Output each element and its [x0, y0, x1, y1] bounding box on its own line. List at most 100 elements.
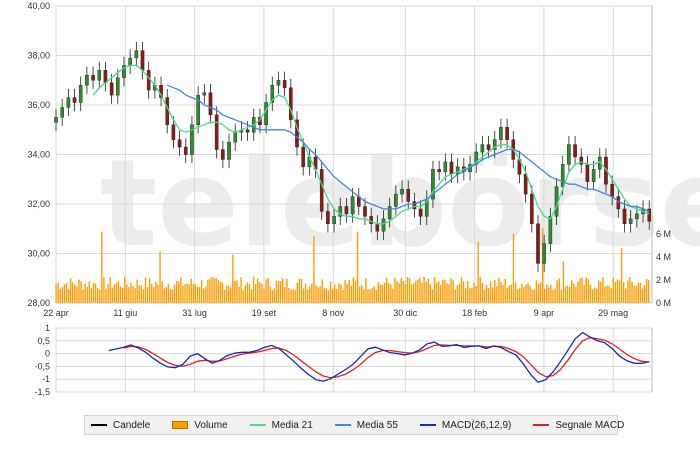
volume-bar [336, 288, 338, 303]
volume-bar [558, 278, 560, 303]
candle-body [109, 82, 114, 96]
volume-bar [217, 280, 219, 303]
volume-bar [200, 280, 203, 303]
volume-bar [367, 289, 369, 303]
volume-bar [410, 284, 413, 303]
volume-bar [338, 283, 340, 303]
legend-item-candles[interactable]: Candele [91, 420, 150, 431]
volume-bar [221, 282, 224, 303]
volume-bar [404, 284, 407, 303]
volume-bar [392, 288, 394, 303]
volume-bar [614, 281, 617, 303]
candle-body [363, 206, 367, 217]
volume-tick-label: 6 M [656, 229, 671, 239]
candle-body [115, 77, 120, 96]
volume-bar [196, 286, 199, 303]
legend-item-signal[interactable]: Segnale MACD [533, 420, 624, 431]
legend-item-volume[interactable]: Volume [172, 420, 228, 431]
volume-bar [483, 289, 486, 303]
volume-tick-label: 2 M [656, 275, 671, 285]
candle-body [622, 208, 627, 224]
volume-bar [383, 282, 386, 303]
volume-bar [126, 284, 128, 303]
volume-tick-label: 4 M [656, 252, 671, 262]
x-tick-label: 22 apr [43, 308, 69, 318]
candle-body [196, 94, 200, 125]
legend-label-candles: Candele [113, 419, 151, 431]
candle-body [190, 124, 194, 155]
volume-bar [325, 288, 328, 303]
volume-bar [356, 231, 359, 303]
volume-bar [537, 284, 540, 303]
candle-body [499, 127, 503, 140]
candle-body [480, 144, 485, 153]
legend-item-ma55[interactable]: Media 55 [334, 420, 398, 431]
volume-bar [361, 285, 363, 303]
legend-item-ma21[interactable]: Media 21 [249, 419, 313, 431]
volume-bar [346, 284, 348, 303]
volume-bar [527, 283, 529, 303]
volume-bar [456, 285, 459, 303]
volume-bar [568, 287, 571, 303]
candle-body [412, 201, 417, 210]
volume-bar [140, 285, 143, 303]
volume-bar [595, 288, 598, 303]
volume-bar [178, 281, 180, 303]
candle-body [128, 57, 132, 66]
candle-body [492, 139, 497, 150]
candle-body [573, 144, 577, 158]
y-tick-label: 36,00 [27, 100, 50, 110]
volume-bar [203, 288, 205, 303]
volume-bar [259, 282, 261, 303]
volume-bar [519, 288, 521, 303]
volume-bar [620, 247, 623, 303]
volume-bar [271, 290, 274, 303]
volume-bar [74, 284, 76, 303]
volume-bar [313, 236, 315, 303]
x-tick-label: 29 mag [598, 308, 628, 318]
volume-bar [286, 278, 288, 303]
volume-bar [130, 282, 132, 303]
macd-panel [108, 331, 650, 384]
candle-body [530, 193, 534, 225]
volume-bar [302, 288, 305, 303]
macd-y-tick-label: -1,5 [34, 387, 50, 397]
volume-bar [492, 287, 494, 303]
volume-bar [182, 285, 184, 303]
volume-bar [554, 288, 556, 303]
volume-bar [643, 284, 646, 303]
volume-bar [647, 280, 650, 303]
volume-bar [76, 286, 78, 303]
volume-bar [317, 287, 319, 303]
volume-bar [587, 279, 590, 303]
volume-bar [344, 279, 346, 303]
volume-bar [521, 283, 523, 303]
candle-body [431, 169, 435, 200]
volume-bar [146, 287, 149, 303]
volume-bar [429, 284, 432, 303]
volume-bar [250, 289, 253, 303]
x-tick-label: 18 feb [462, 308, 487, 318]
volume-bar [467, 281, 469, 303]
volume-bar [548, 287, 550, 303]
legend-item-macd[interactable]: MACD(26,12,9) [419, 420, 511, 431]
volume-bar [111, 287, 113, 303]
volume-bar [82, 289, 84, 303]
volume-bar [292, 289, 294, 303]
legend-label-ma21: Media 21 [271, 419, 313, 431]
volume-bar [169, 289, 172, 303]
volume-bar [610, 288, 612, 303]
volume-bar [319, 286, 321, 303]
volume-bar [464, 288, 467, 303]
volume-bar [500, 282, 502, 303]
volume-bar [475, 286, 477, 303]
volume-bar [637, 282, 639, 303]
volume-bar [144, 277, 147, 303]
macd-y-tick-label: 0 [45, 349, 50, 359]
volume-bar [115, 282, 118, 303]
volume-bar [598, 280, 600, 303]
volume-bar [238, 286, 240, 303]
volume-bar [616, 279, 619, 303]
volume-bar [232, 254, 234, 303]
volume-bar [72, 282, 74, 303]
